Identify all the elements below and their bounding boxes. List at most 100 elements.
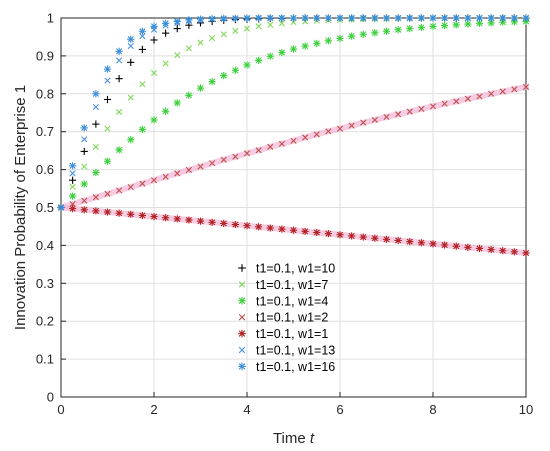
- data-point: [266, 14, 274, 22]
- data-point: [80, 206, 88, 214]
- data-point: [150, 69, 158, 77]
- data-point: [174, 170, 181, 177]
- data-point: [418, 105, 425, 113]
- x-tick-label: 10: [519, 402, 533, 417]
- data-point: [196, 217, 205, 225]
- legend-label: t1=0.1, w1=16: [256, 360, 335, 374]
- data-point: [289, 14, 298, 22]
- data-point: [487, 245, 495, 254]
- data-point: [429, 240, 437, 248]
- data-point: [81, 163, 88, 170]
- data-point: [92, 207, 100, 215]
- legend-label: t1=0.1, w1=7: [256, 278, 328, 292]
- data-point: [510, 248, 518, 256]
- data-point: [174, 52, 181, 59]
- data-point: [394, 236, 402, 245]
- data-point: [69, 201, 76, 208]
- data-point: [382, 27, 391, 35]
- y-tick-label: 0: [47, 390, 54, 405]
- data-point: [371, 234, 379, 242]
- data-point: [301, 14, 309, 22]
- legend-item: t1=0.1, w1=2: [238, 311, 328, 325]
- data-point: [278, 20, 285, 27]
- data-point: [185, 45, 192, 52]
- data-point: [464, 20, 472, 28]
- data-point: [487, 14, 495, 22]
- data-point: [476, 93, 483, 100]
- legend-label: t1=0.1, w1=2: [256, 311, 328, 325]
- x-tick-label: 4: [243, 402, 250, 417]
- data-point: [371, 14, 379, 22]
- data-point: [69, 170, 76, 177]
- data-point: [348, 14, 356, 22]
- data-point: [196, 84, 205, 92]
- data-point: [220, 156, 227, 163]
- data-point: [115, 146, 123, 154]
- plot-area: [57, 14, 530, 257]
- data-point: [104, 190, 111, 197]
- data-point: [81, 197, 88, 204]
- data-point: [92, 194, 99, 201]
- x-tick-label: 2: [150, 402, 157, 417]
- y-tick-label: 1: [47, 11, 54, 26]
- data-point: [80, 180, 88, 188]
- legend-label: t1=0.1, w1=13: [256, 344, 335, 358]
- data-point: [138, 27, 146, 35]
- data-point: [313, 39, 321, 47]
- data-point: [139, 33, 146, 40]
- legend-item: t1=0.1, w1=13: [238, 344, 335, 358]
- data-point: [185, 166, 192, 174]
- data-point: [336, 14, 344, 22]
- data-point: [208, 15, 216, 23]
- x-tick-label: 6: [336, 402, 343, 417]
- legend-label: t1=0.1, w1=4: [256, 294, 328, 308]
- data-point: [452, 21, 460, 29]
- data-point: [116, 108, 123, 116]
- data-point: [406, 108, 413, 115]
- data-point: [69, 162, 77, 170]
- data-point: [197, 163, 204, 170]
- data-point: [69, 205, 77, 213]
- data-point: [441, 241, 449, 249]
- data-point: [220, 14, 228, 22]
- data-point: [359, 30, 367, 38]
- data-point: [196, 15, 205, 23]
- data-point: [81, 136, 88, 143]
- data-point: [232, 27, 239, 34]
- data-point: [417, 14, 425, 22]
- data-point: [127, 183, 134, 191]
- data-point: [255, 56, 263, 65]
- data-point: [103, 95, 112, 104]
- legend-item: t1=0.1, w1=7: [238, 278, 328, 292]
- data-point: [429, 22, 437, 30]
- data-point: [127, 42, 134, 50]
- data-point: [127, 210, 135, 218]
- data-point: [255, 147, 262, 154]
- data-point: [406, 238, 414, 246]
- data-point: [267, 143, 274, 150]
- data-point: [231, 220, 239, 229]
- data-point: [185, 91, 193, 99]
- data-point: [255, 223, 263, 231]
- data-point: [511, 86, 518, 93]
- data-point: [371, 116, 378, 124]
- data-point: [127, 136, 135, 144]
- data-point: [243, 14, 251, 22]
- data-point: [382, 235, 391, 243]
- data-point: [441, 14, 449, 22]
- data-point: [394, 26, 402, 34]
- data-point: [301, 42, 309, 50]
- y-tick-label: 0.7: [36, 124, 54, 139]
- legend-marker: [238, 264, 246, 272]
- data-point: [429, 14, 437, 22]
- y-axis-title: Innovation Probability of Enterprise 1: [12, 85, 29, 330]
- data-point: [139, 180, 146, 187]
- data-point: [336, 34, 344, 43]
- data-point: [92, 120, 100, 128]
- data-point: [173, 25, 181, 33]
- data-point: [499, 247, 507, 255]
- data-point: [441, 21, 449, 30]
- data-point: [127, 94, 134, 101]
- data-point: [209, 160, 216, 167]
- data-point: [208, 78, 216, 86]
